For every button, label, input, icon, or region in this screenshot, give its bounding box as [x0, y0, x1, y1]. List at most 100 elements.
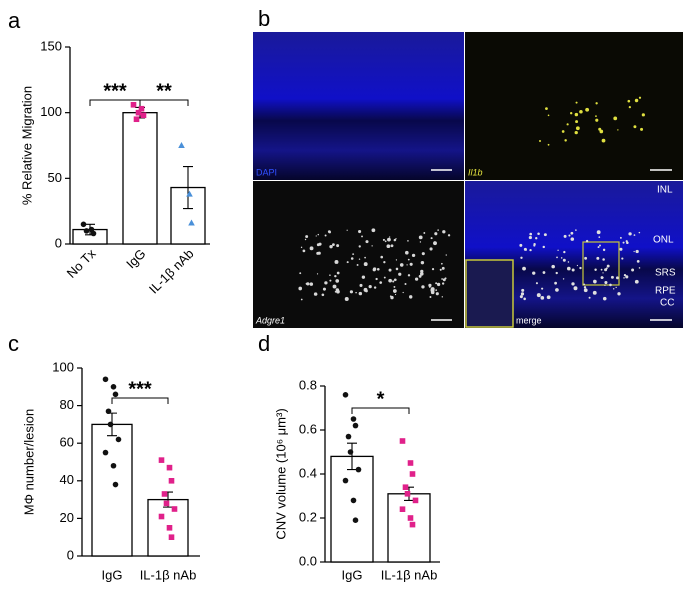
- speckle: [551, 264, 555, 269]
- speckle: [352, 253, 355, 256]
- data-point: [342, 477, 349, 484]
- layer-label: CC: [660, 298, 674, 309]
- speckle: [568, 234, 571, 237]
- speckle: [546, 295, 551, 300]
- data-point: [112, 481, 119, 488]
- speckle: [406, 264, 408, 266]
- speckle: [595, 102, 598, 105]
- layer-label: RPE: [655, 286, 676, 297]
- speckle: [610, 275, 614, 279]
- speckle: [570, 231, 574, 235]
- data-point: [347, 449, 354, 455]
- inset: [465, 259, 514, 328]
- speckle: [627, 99, 631, 103]
- speckle: [334, 274, 337, 278]
- speckle: [321, 293, 325, 297]
- speckle: [602, 272, 604, 274]
- speckle: [402, 291, 404, 294]
- speckle: [584, 256, 588, 260]
- data-point: [80, 221, 87, 228]
- speckle: [628, 105, 631, 109]
- speckle: [519, 295, 523, 299]
- speckle: [420, 269, 424, 274]
- data-point: [138, 105, 145, 112]
- speckle: [521, 288, 525, 292]
- speckle: [371, 245, 373, 247]
- speckle: [336, 244, 340, 248]
- speckle: [604, 280, 608, 285]
- speckle: [434, 232, 438, 236]
- speckle: [419, 241, 422, 243]
- speckle: [349, 290, 354, 294]
- speckle: [576, 264, 579, 267]
- speckle: [435, 292, 439, 296]
- data-point: [188, 219, 195, 226]
- speckle: [300, 246, 303, 249]
- speckle: [555, 288, 559, 292]
- speckle: [386, 244, 391, 249]
- speckle: [562, 278, 565, 280]
- x-tick-label: IL-1β nAb: [146, 246, 197, 297]
- speckle: [380, 255, 384, 259]
- speckle: [421, 252, 425, 256]
- speckle: [585, 239, 589, 243]
- speckle: [542, 245, 545, 249]
- speckle: [641, 113, 645, 117]
- speckle: [332, 243, 335, 247]
- speckle: [428, 286, 431, 288]
- speckle: [547, 114, 550, 117]
- speckle: [356, 264, 359, 266]
- y-tick-label: 60: [60, 435, 74, 450]
- speckle: [613, 116, 618, 121]
- speckle: [604, 284, 606, 286]
- speckle: [623, 277, 625, 279]
- speckle: [419, 272, 424, 276]
- speckle: [536, 293, 541, 298]
- data-point: [404, 491, 411, 497]
- error-bar: [347, 442, 357, 471]
- data-point: [158, 513, 165, 520]
- y-axis-label: CNV volume (10⁶ μm³): [273, 408, 288, 539]
- speckle: [615, 286, 617, 289]
- speckle: [441, 282, 445, 285]
- speckle: [395, 267, 399, 271]
- speckle: [429, 295, 432, 298]
- speckle: [407, 274, 411, 277]
- data-point: [345, 433, 352, 440]
- speckle: [634, 98, 639, 103]
- significance-bracket: [139, 99, 189, 106]
- speckle: [621, 257, 624, 260]
- speckle: [638, 96, 642, 99]
- speckle: [575, 101, 578, 104]
- speckle: [368, 284, 372, 289]
- y-tick-label: 0: [55, 235, 62, 250]
- speckle: [358, 245, 361, 248]
- speckle: [528, 235, 532, 240]
- speckle: [566, 266, 571, 271]
- panel-letter: c: [8, 331, 19, 356]
- speckle: [529, 248, 532, 252]
- y-tick-label: 40: [60, 472, 74, 487]
- speckle: [560, 257, 563, 259]
- speckle: [596, 230, 601, 235]
- panel-letter: b: [258, 6, 270, 31]
- speckle: [383, 276, 386, 279]
- speckle: [309, 282, 314, 286]
- speckle: [394, 293, 397, 296]
- speckle: [382, 238, 385, 241]
- speckle: [344, 296, 349, 301]
- data-point: [407, 460, 414, 466]
- bar: [387, 493, 431, 563]
- speckle: [523, 297, 526, 301]
- speckle: [305, 235, 309, 239]
- speckle: [602, 296, 607, 301]
- speckle: [579, 109, 583, 114]
- speckle: [299, 272, 302, 275]
- speckle: [617, 129, 619, 131]
- speckle: [574, 130, 578, 135]
- speckle: [602, 248, 606, 252]
- speckle: [430, 287, 435, 292]
- speckle: [571, 268, 575, 272]
- speckle: [441, 266, 445, 270]
- panel-letter: d: [258, 331, 270, 356]
